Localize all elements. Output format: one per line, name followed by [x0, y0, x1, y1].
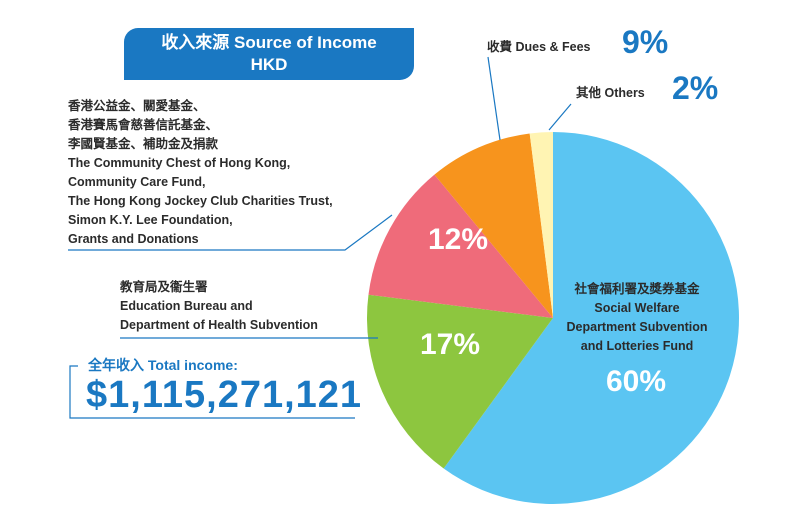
total-income-label: 全年收入 Total income:	[88, 357, 238, 373]
total-frame	[69, 365, 355, 419]
leader-lines	[68, 56, 572, 419]
leader-line	[548, 103, 572, 131]
pie-slice	[368, 174, 553, 318]
slice-name: 香港公益金、關愛基金、 香港賽馬會慈善信託基金、 李國賢基金、補助金及捐款 Th…	[68, 99, 333, 246]
total-income-value: $1,115,271,121	[86, 374, 363, 416]
pie-slice	[367, 294, 553, 469]
slice-value-label: 2%	[672, 70, 719, 106]
slice-value-label: 12%	[427, 223, 489, 256]
slice-name: 其他 Others	[576, 86, 645, 100]
slice-name: 社會福利署及獎券基金 Social Welfare Department Sub…	[566, 282, 708, 353]
slice-value-label: 60%	[605, 365, 667, 398]
slice-name: 教育局及衞生署 Education Bureau and Department …	[120, 280, 318, 332]
pie-slice	[443, 132, 740, 505]
leader-line	[68, 214, 393, 251]
chart-title: 收入來源 Source of Income HKD	[124, 28, 414, 80]
slice-value-label: 9%	[622, 24, 669, 60]
slice-value-label: 17%	[419, 328, 481, 361]
pie-slice	[434, 133, 553, 318]
slices	[367, 132, 740, 505]
leader-line	[487, 56, 501, 141]
pie-slice	[529, 132, 553, 318]
slice-name: 收費 Dues & Fees	[487, 40, 591, 54]
